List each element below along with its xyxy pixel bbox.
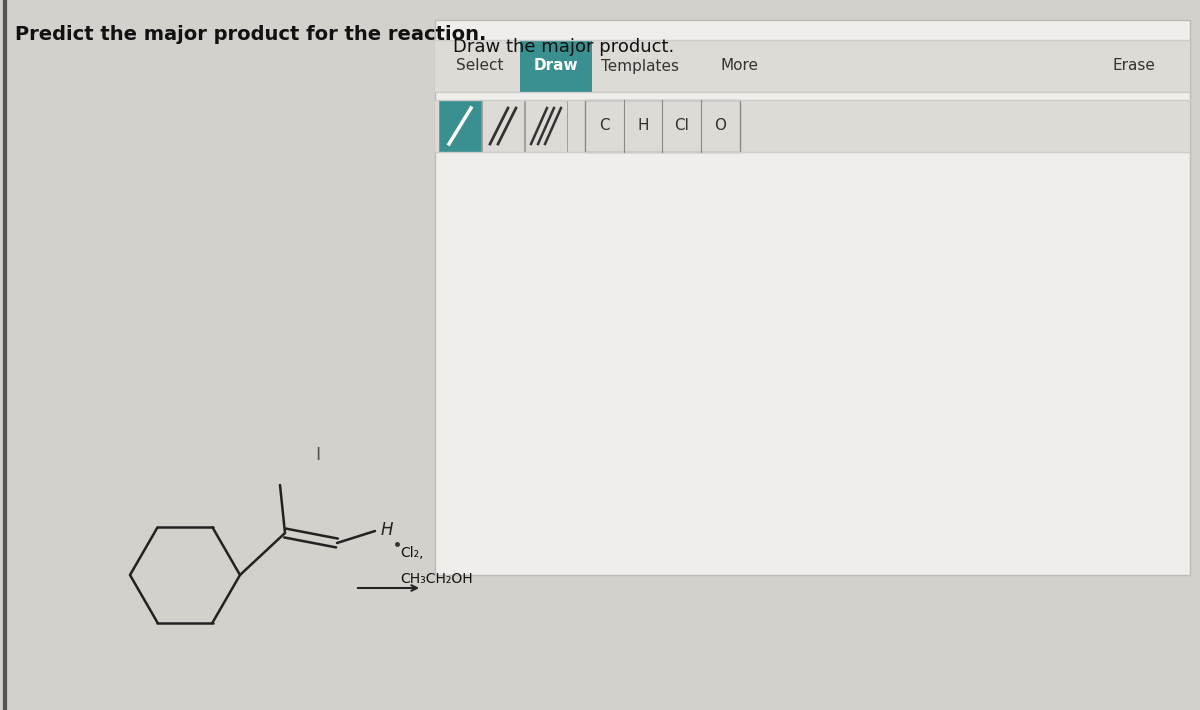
Bar xyxy=(520,40,592,92)
Bar xyxy=(524,100,566,152)
FancyBboxPatch shape xyxy=(434,20,1190,575)
Text: H: H xyxy=(637,119,649,133)
Bar xyxy=(439,100,481,152)
Bar xyxy=(434,100,1190,152)
Text: I: I xyxy=(316,446,320,464)
Bar xyxy=(482,100,524,152)
Text: O: O xyxy=(715,119,727,133)
Text: Cl: Cl xyxy=(674,119,689,133)
Text: Templates: Templates xyxy=(601,58,679,74)
Text: Cl₂,: Cl₂, xyxy=(401,546,424,560)
Text: More: More xyxy=(721,58,760,74)
Bar xyxy=(584,100,740,152)
Text: Select: Select xyxy=(456,58,504,74)
Text: C: C xyxy=(599,119,610,133)
Text: Predict the major product for the reaction.: Predict the major product for the reacti… xyxy=(14,25,486,44)
Bar xyxy=(434,40,1190,92)
Text: Draw: Draw xyxy=(534,58,578,74)
Text: Draw the major product.: Draw the major product. xyxy=(454,38,674,56)
Text: CH₃CH₂OH: CH₃CH₂OH xyxy=(401,572,473,586)
Text: H: H xyxy=(382,521,394,539)
Text: Erase: Erase xyxy=(1112,58,1154,74)
